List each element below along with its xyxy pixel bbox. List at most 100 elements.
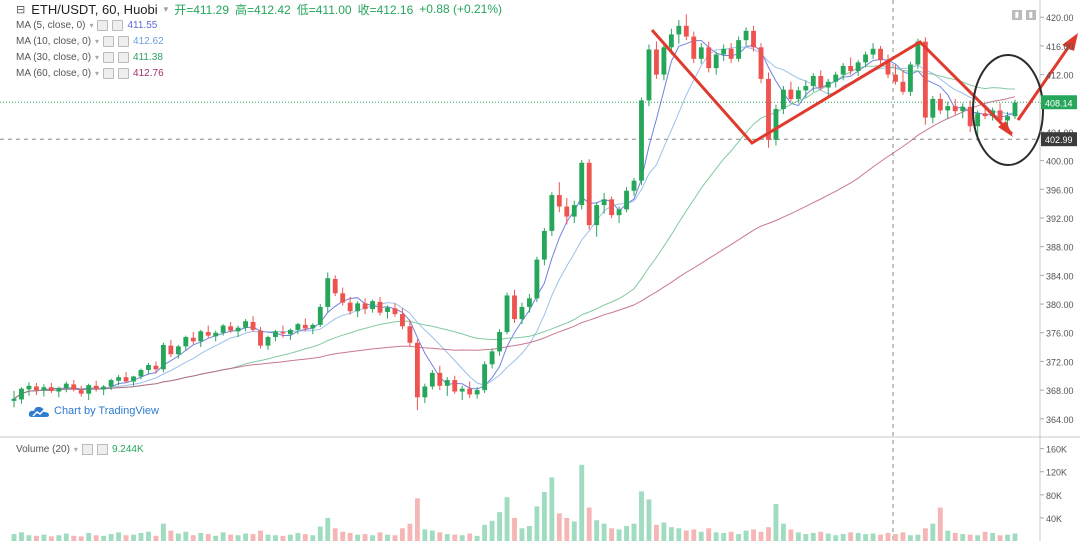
settings-icon[interactable] bbox=[103, 68, 115, 79]
candle-body bbox=[347, 302, 353, 312]
branding-text: Chart by TradingView bbox=[54, 405, 159, 417]
volume-bar bbox=[683, 530, 689, 541]
chevron-down-icon[interactable]: ▾ bbox=[95, 69, 100, 78]
close-icon[interactable] bbox=[112, 20, 124, 31]
restore-icon[interactable]: ▮ bbox=[1026, 10, 1036, 20]
volume-bar bbox=[803, 534, 809, 541]
indicator-value: 411.38 bbox=[133, 52, 163, 63]
candle-body bbox=[766, 78, 771, 140]
settings-icon[interactable] bbox=[103, 36, 115, 47]
volume-bar bbox=[205, 534, 211, 541]
volume-bar bbox=[467, 533, 473, 541]
candle-body bbox=[444, 380, 450, 386]
candle-body bbox=[855, 62, 861, 71]
candle-body bbox=[683, 25, 689, 37]
indicator-ma30[interactable]: MA (30, close, 0) ▾ 411.38 bbox=[16, 52, 163, 63]
volume-bar bbox=[482, 524, 488, 541]
settings-icon[interactable] bbox=[103, 52, 115, 63]
ma-line-5 bbox=[13, 40, 1016, 400]
volume-bar bbox=[900, 532, 906, 541]
chevron-down-icon[interactable]: ▾ bbox=[95, 37, 100, 46]
close-icon[interactable] bbox=[118, 68, 130, 79]
volume-bar bbox=[990, 532, 996, 541]
volume-bar bbox=[922, 528, 928, 541]
volume-bar bbox=[698, 531, 704, 541]
price-tick-label: 416.00 bbox=[1046, 42, 1074, 52]
pane-controls: ▮ ▮ bbox=[1012, 10, 1036, 20]
candle-body bbox=[265, 337, 271, 346]
candle-body bbox=[310, 324, 316, 329]
settings-icon[interactable] bbox=[97, 20, 109, 31]
close-icon[interactable] bbox=[118, 36, 130, 47]
volume-bar bbox=[235, 535, 241, 541]
candle-body bbox=[833, 74, 839, 82]
candle-body bbox=[639, 100, 644, 181]
candle-body bbox=[646, 49, 652, 101]
chevron-down-icon[interactable]: ▾ bbox=[95, 53, 100, 62]
volume-bar bbox=[213, 535, 219, 541]
volume-bar bbox=[975, 535, 981, 541]
volume-bar bbox=[609, 528, 615, 541]
symbol-menu-icon[interactable]: ▾ bbox=[163, 3, 169, 14]
close-value: 收=412.16 bbox=[357, 2, 414, 17]
indicator-label: MA (30, close, 0) bbox=[16, 52, 92, 63]
candle-body bbox=[952, 106, 958, 112]
ma-line-60 bbox=[13, 96, 1016, 400]
volume-axis[interactable]: 160K 120K 80K 40K bbox=[1040, 445, 1067, 524]
settings-icon[interactable] bbox=[81, 444, 93, 455]
volume-bar bbox=[198, 532, 204, 541]
volume-bar bbox=[474, 535, 480, 541]
chevron-down-icon[interactable]: ▾ bbox=[73, 445, 78, 454]
chevron-down-icon[interactable]: ▾ bbox=[89, 21, 94, 30]
candle-body bbox=[213, 332, 219, 337]
volume-bar bbox=[295, 532, 301, 541]
volume-bar bbox=[153, 535, 159, 541]
volume-bar bbox=[362, 534, 368, 541]
volume-bar bbox=[63, 533, 69, 541]
price-tick-label: 384.00 bbox=[1046, 271, 1074, 281]
collapse-icon[interactable]: ⊟ bbox=[16, 3, 26, 16]
price-tick-label: 396.00 bbox=[1046, 185, 1074, 195]
candle-body bbox=[780, 89, 786, 109]
candle-body bbox=[698, 47, 704, 59]
candle-body bbox=[295, 324, 301, 330]
indicator-ma5[interactable]: MA (5, close, 0) ▾ 411.55 bbox=[16, 20, 157, 31]
candle-body bbox=[541, 230, 547, 260]
volume-bar bbox=[497, 512, 502, 541]
candle-body bbox=[721, 48, 727, 55]
volume-bar bbox=[840, 534, 846, 541]
volume-tick-label: 40K bbox=[1046, 514, 1062, 524]
volume-bar bbox=[773, 504, 779, 541]
volume-bar bbox=[639, 491, 644, 541]
candle-body bbox=[967, 106, 973, 127]
volume-bar bbox=[504, 497, 510, 541]
price-tick-label: 380.00 bbox=[1046, 300, 1074, 310]
volume-bar bbox=[175, 533, 181, 541]
candle-body bbox=[945, 106, 951, 111]
annotations bbox=[650, 29, 1078, 166]
volume-indicator[interactable]: Volume (20) ▾ 9.244K bbox=[16, 444, 144, 455]
close-icon[interactable] bbox=[118, 52, 130, 63]
close-icon[interactable] bbox=[96, 444, 108, 455]
candle-body bbox=[228, 326, 234, 331]
indicator-label: MA (10, close, 0) bbox=[16, 36, 92, 47]
maximize-icon[interactable]: ▮ bbox=[1012, 10, 1022, 20]
volume-bar bbox=[123, 535, 129, 541]
tradingview-branding[interactable]: Chart by TradingView bbox=[28, 404, 159, 418]
volume-bar bbox=[646, 499, 652, 541]
symbol-title[interactable]: ETH/USDT, 60, Huobi bbox=[31, 1, 158, 17]
candle-body bbox=[302, 324, 308, 329]
symbol-header: ⊟ ETH/USDT, 60, Huobi ▾ 开=411.29 高=412.4… bbox=[16, 0, 502, 18]
price-axis[interactable]: 420.00416.00412.00408.00404.00400.00396.… bbox=[1040, 13, 1077, 425]
volume-bar bbox=[302, 534, 308, 541]
candle-body bbox=[280, 332, 286, 334]
volume-bar bbox=[661, 522, 667, 541]
indicator-ma60[interactable]: MA (60, close, 0) ▾ 412.76 bbox=[16, 68, 164, 79]
indicator-ma10[interactable]: MA (10, close, 0) ▾ 412.62 bbox=[16, 36, 164, 47]
highlight-ellipse bbox=[972, 54, 1044, 166]
volume-bar bbox=[183, 531, 189, 541]
volume-bar bbox=[41, 534, 47, 541]
candle-body bbox=[273, 331, 278, 338]
candle-body bbox=[751, 30, 756, 48]
